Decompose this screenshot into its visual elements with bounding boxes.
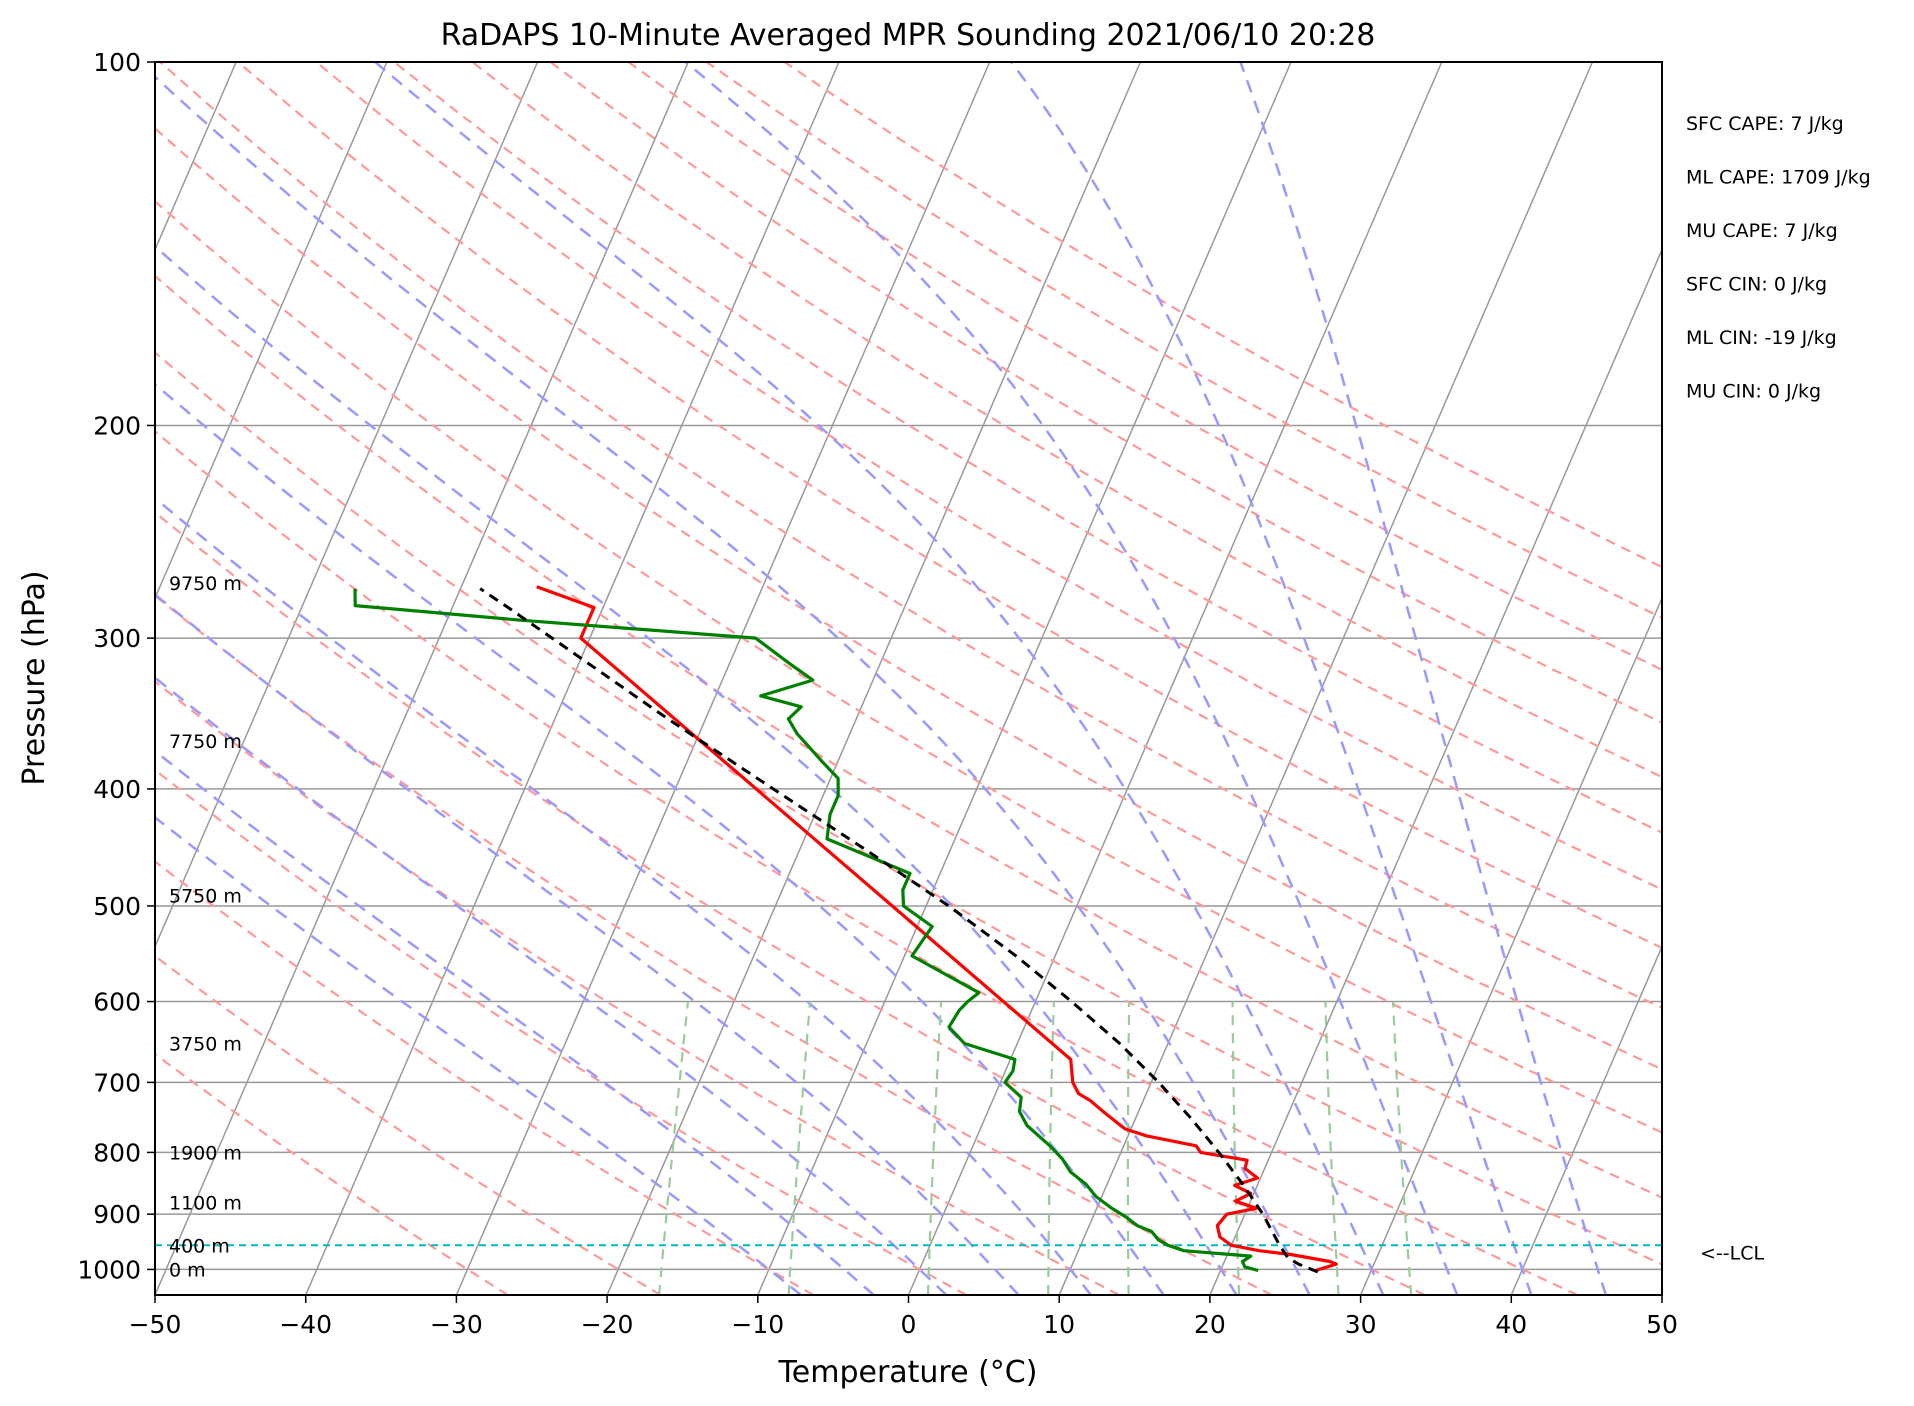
moist-adiabat-line — [155, 75, 1311, 1295]
dry-adiabat-line — [155, 126, 1662, 1071]
height-label: 7750 m — [169, 731, 242, 753]
height-label: 1900 m — [169, 1142, 242, 1164]
dry-adiabat-line — [549, 62, 1662, 724]
moist-adiabat-line — [155, 749, 875, 1295]
mixing-ratio-line — [1231, 1001, 1241, 1295]
annotations: 9750 m 7750 m 5750 m 3750 m 1900 m 1100 m 400 … — [169, 113, 1871, 1281]
moist-adiabat-line — [155, 244, 1238, 1295]
isotherm-line — [1510, 944, 1662, 1295]
dewpoint-line — [353, 588, 1259, 1273]
dry-adiabat-line — [627, 62, 1662, 671]
stat-label: SFC CAPE: 7 J/kg — [1686, 113, 1844, 135]
isotherm-line — [455, 62, 991, 1295]
dry-adiabat-line — [471, 62, 1662, 779]
dry-adiabat-line — [155, 954, 662, 1295]
dry-adiabat-line — [705, 62, 1662, 620]
moist-adiabat-line — [155, 496, 1092, 1295]
axis-ticks: −50 −40 −30 −20 −10 0 10 20 30 40 50 100 200 300 400 50… — [77, 48, 1678, 1339]
y-tick-label: 100 — [93, 48, 141, 77]
x-axis-label: Temperature (°C) — [778, 1355, 1038, 1390]
x-tick-label: −50 — [129, 1310, 182, 1339]
mixing-ratio-line — [787, 1001, 812, 1295]
mixing-ratio-line — [658, 1001, 690, 1295]
mixing-ratio-line — [1047, 1001, 1055, 1295]
y-tick-label: 700 — [93, 1068, 141, 1097]
x-tick-label: 30 — [1345, 1310, 1377, 1339]
x-tick-label: −20 — [581, 1310, 634, 1339]
dry-adiabat-line — [155, 274, 1662, 1199]
stat-label: SFC CIN: 0 J/kg — [1686, 274, 1827, 296]
stat-label: ML CIN: -19 J/kg — [1686, 327, 1837, 349]
stat-label: MU CAPE: 7 J/kg — [1686, 220, 1838, 242]
x-tick-label: 40 — [1495, 1310, 1527, 1339]
dry-adiabat-line — [155, 429, 1578, 1295]
x-tick-label: −30 — [430, 1310, 483, 1339]
x-tick-label: 10 — [1043, 1310, 1075, 1339]
isotherm-line — [1661, 1293, 1662, 1295]
dry-adiabat-line — [155, 351, 1662, 1266]
height-label: 5750 m — [169, 885, 242, 907]
mixing-ratio-line — [1126, 1001, 1131, 1295]
temperature-line — [536, 585, 1338, 1273]
y-tick-label: 400 — [93, 775, 141, 804]
moist-adiabat-line — [155, 676, 948, 1295]
dry-adiabat-line — [159, 62, 1662, 1010]
isotherm-line — [1359, 596, 1662, 1295]
y-tick-label: 200 — [93, 411, 141, 440]
isotherm-line — [1058, 62, 1594, 1295]
moist-adiabat-line — [155, 592, 1020, 1295]
moist-adiabat-line — [374, 62, 1385, 1295]
dry-adiabat-line — [155, 680, 1120, 1295]
y-tick-label: 500 — [93, 892, 141, 921]
moist-adiabat-line — [684, 62, 1459, 1295]
moist-adiabat-line — [1239, 62, 1608, 1295]
y-tick-label: 900 — [93, 1200, 141, 1229]
x-tick-label: 50 — [1646, 1310, 1678, 1339]
lcl-label: <--LCL — [1700, 1242, 1764, 1264]
height-label: 400 m — [169, 1235, 230, 1257]
chart-title: RaDAPS 10-Minute Averaged MPR Sounding 2… — [441, 18, 1376, 53]
dry-adiabat-line — [315, 62, 1662, 891]
isotherm-line — [1209, 247, 1662, 1295]
sounding-lines — [155, 585, 1662, 1274]
isotherm-line — [907, 62, 1443, 1295]
y-tick-label: 1000 — [77, 1255, 141, 1284]
moist-adiabat-line — [1010, 62, 1533, 1295]
x-tick-label: 20 — [1194, 1310, 1226, 1339]
y-axis-label: Pressure (hPa) — [17, 570, 52, 785]
isotherm-line — [155, 62, 689, 1295]
isotherm-line — [606, 62, 1142, 1295]
height-label: 0 m — [169, 1259, 206, 1281]
y-tick-label: 300 — [93, 624, 141, 653]
height-label: 3750 m — [169, 1034, 242, 1056]
parcel-line — [479, 587, 1319, 1274]
isotherm-line — [305, 62, 840, 1295]
reference-lines — [155, 62, 1662, 1295]
x-tick-label: 0 — [901, 1310, 917, 1339]
moist-adiabat-line — [155, 382, 1165, 1295]
mixing-ratio-line — [926, 1001, 943, 1295]
dry-adiabat-line — [155, 860, 815, 1295]
mixing-ratio-line — [1324, 1001, 1340, 1295]
stat-label: ML CAPE: 1709 J/kg — [1686, 167, 1871, 189]
y-tick-label: 600 — [93, 988, 141, 1017]
dry-adiabat-line — [393, 62, 1662, 834]
y-tick-label: 800 — [93, 1138, 141, 1167]
dry-adiabat-line — [155, 1052, 509, 1295]
height-label: 9750 m — [169, 573, 242, 595]
dry-adiabat-line — [155, 594, 1273, 1295]
dry-adiabat-line — [155, 768, 967, 1295]
isotherm-line — [155, 62, 388, 601]
stat-label: MU CIN: 0 J/kg — [1686, 381, 1821, 403]
isotherm-line — [155, 62, 539, 949]
isotherm-line — [757, 62, 1292, 1295]
mixing-ratio-line — [1392, 1001, 1413, 1295]
dry-adiabat-line — [783, 62, 1662, 569]
height-label: 1100 m — [169, 1192, 242, 1214]
x-tick-label: −10 — [731, 1310, 784, 1339]
x-tick-label: −40 — [279, 1310, 332, 1339]
moist-adiabat-line — [155, 815, 802, 1295]
